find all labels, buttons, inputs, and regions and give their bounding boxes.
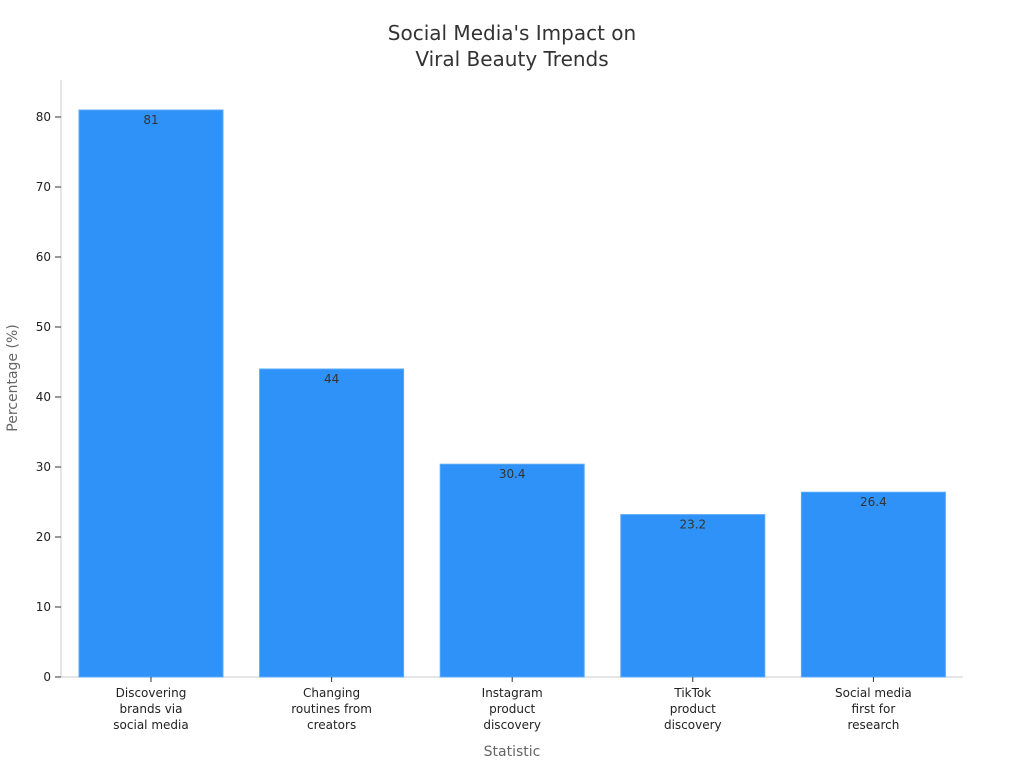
data-label: 81 (143, 113, 158, 127)
x-tick-label: discovery (664, 718, 722, 732)
x-tick-label: discovery (483, 718, 541, 732)
x-tick-label: first for (852, 702, 896, 716)
y-tick-label: 10 (36, 600, 51, 614)
x-tick-label: research (847, 718, 899, 732)
y-tick-label: 0 (43, 670, 51, 684)
x-tick-label: Discovering (116, 686, 187, 700)
bar (439, 463, 585, 678)
x-tick-label: product (489, 702, 535, 716)
x-axis-label: Statistic (484, 744, 541, 760)
x-tick-label: creators (307, 718, 356, 732)
bar (620, 514, 766, 678)
bar (800, 491, 946, 678)
x-tick-label: routines from (291, 702, 372, 716)
x-tick-label: Changing (303, 686, 360, 700)
x-tick-label: Instagram (482, 686, 543, 700)
x-tick-label: brands via (120, 702, 183, 716)
y-tick-label: 30 (36, 460, 51, 474)
data-label: 26.4 (860, 495, 887, 509)
x-tick-label: product (670, 702, 716, 716)
y-tick-label: 70 (36, 180, 51, 194)
x-tick-label: Social media (835, 686, 912, 700)
data-label: 44 (324, 372, 339, 386)
bar (78, 109, 224, 678)
data-label: 23.2 (679, 518, 706, 532)
chart-title-line-1: Social Media's Impact on (388, 21, 636, 45)
y-axis-label: Percentage (%) (5, 324, 21, 431)
data-label: 30.4 (499, 467, 526, 481)
x-tick-label: social media (113, 718, 188, 732)
chart-title-line-2: Viral Beauty Trends (415, 47, 608, 71)
y-tick-label: 40 (36, 390, 51, 404)
y-tick-label: 80 (36, 110, 51, 124)
y-tick-label: 20 (36, 530, 51, 544)
x-tick-label: TikTok (673, 686, 711, 700)
y-tick-label: 50 (36, 320, 51, 334)
bar (259, 368, 405, 678)
y-tick-label: 60 (36, 250, 51, 264)
